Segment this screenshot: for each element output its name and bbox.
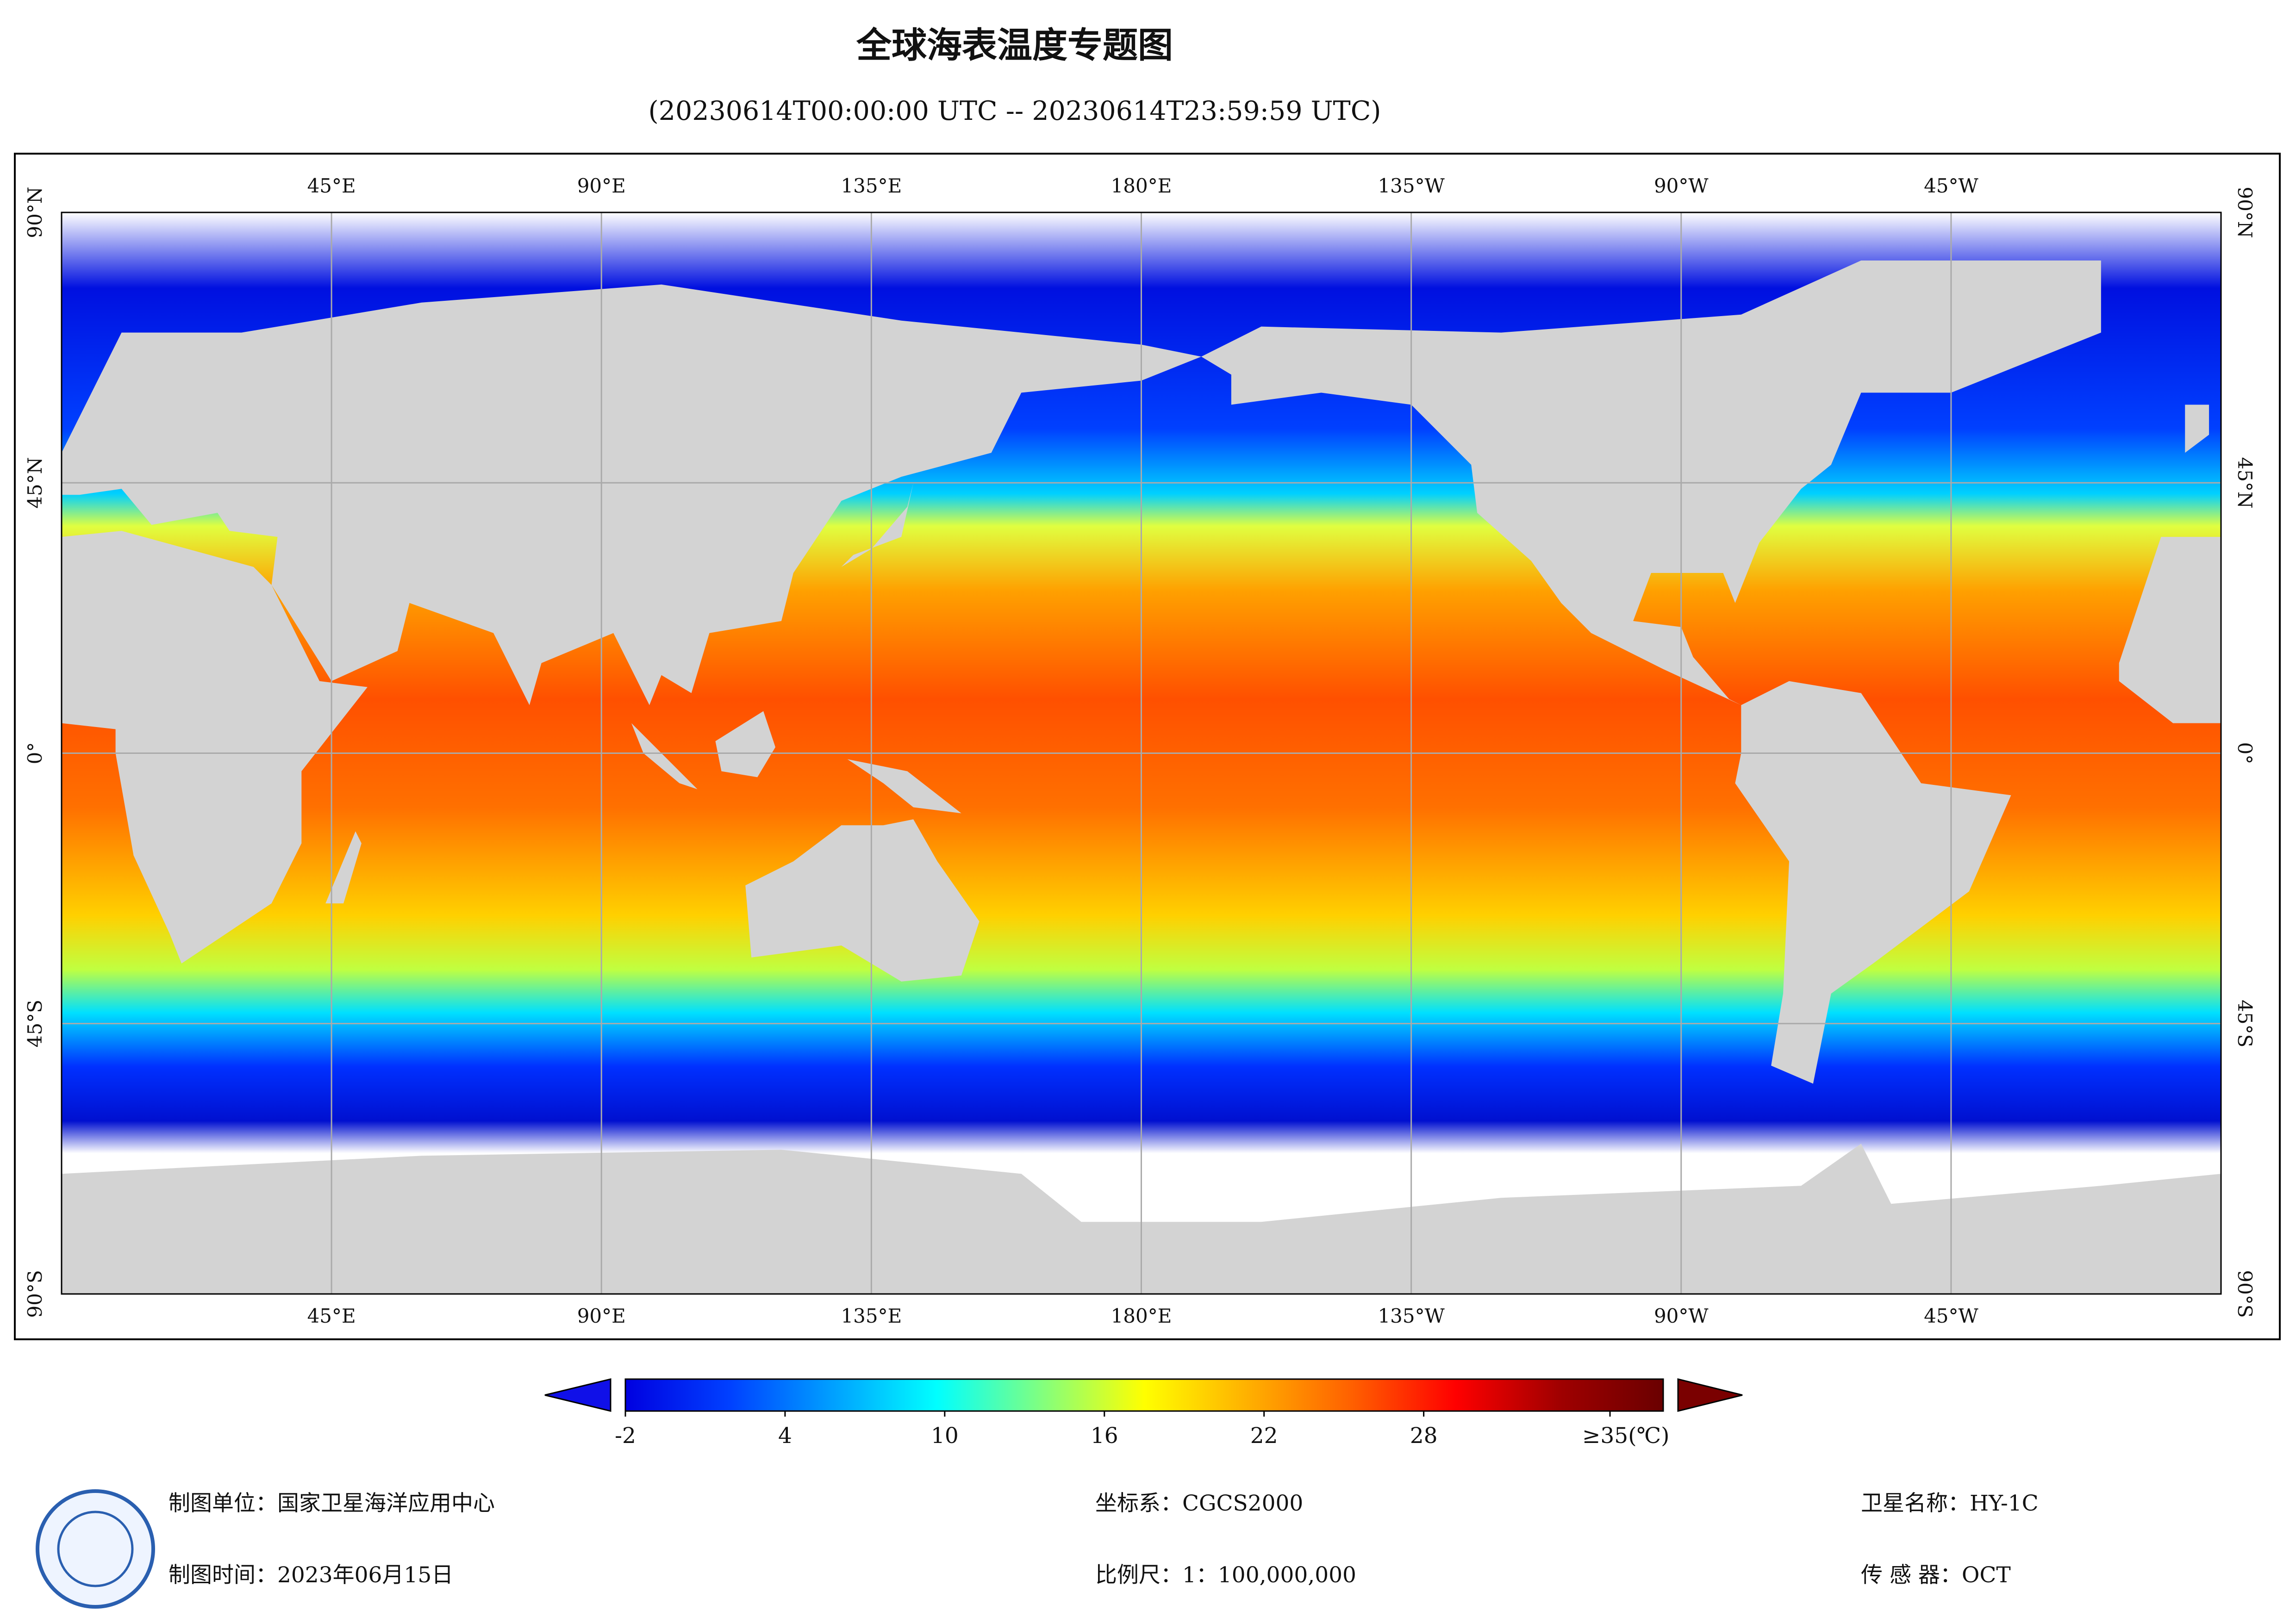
lon-label-bottom: 135°E [841,1305,902,1327]
colorbar-tick-label: 22 [1250,1423,1278,1449]
footer-crs: 坐标系：CGCS2000 [1095,1491,1303,1516]
colorbar-tick-label: -2 [615,1423,636,1449]
landmass [2119,537,2221,723]
colorbar-tick-label: 16 [1091,1423,1118,1449]
lon-label-bottom: 90°W [1654,1305,1709,1327]
landmass [715,711,776,777]
lon-label-top: 135°W [1378,174,1445,197]
subtitle: (20230614T00:00:00 UTC -- 20230614T23:59… [648,96,1381,126]
colorbar-tick-label: 10 [931,1423,959,1449]
title: 全球海表温度专题图 [856,25,1173,66]
colorbar [624,1378,1664,1412]
landmass [631,723,698,790]
landmass [325,831,362,904]
landmass [2185,404,2209,453]
landmass [745,819,980,982]
lat-label-left: 45°N [24,457,46,509]
lon-label-top: 90°E [577,174,626,197]
lat-label-right: 90°S [2234,1270,2256,1318]
lat-label-right: 0° [2234,742,2256,765]
lon-label-bottom: 45°W [1924,1305,1978,1327]
logo [36,1489,155,1609]
lon-label-top: 90°W [1654,174,1709,197]
colorbar-tick-label: 4 [778,1423,792,1449]
lon-label-bottom: 135°W [1378,1305,1445,1327]
landmass [62,531,368,964]
colorbar-over [1677,1378,1743,1412]
lat-label-left: 0° [24,742,46,765]
lon-label-top: 180°E [1111,174,1172,197]
lat-label-left: 90°S [24,1270,46,1318]
map-frame [14,153,2281,1340]
colorbar-tick-label: ≥35(℃) [1582,1423,1669,1449]
lat-label-right: 45°S [2234,1000,2256,1047]
lon-label-top: 45°W [1924,174,1978,197]
lat-label-left: 90°N [24,187,46,238]
footer-unit: 制图单位：国家卫星海洋应用中心 [168,1491,495,1516]
logo-inner [57,1511,134,1587]
lat-label-left: 45°S [24,1000,46,1047]
footer-satellite: 卫星名称：HY-1C [1861,1491,2039,1516]
footer-scale: 比例尺：1：100,000,000 [1095,1562,1356,1588]
footer-date: 制图时间：2023年06月15日 [168,1562,453,1588]
lat-label-right: 45°N [2234,457,2256,509]
colorbar-under [544,1378,611,1412]
lon-label-top: 135°E [841,174,902,197]
colorbar-tick-label: 28 [1410,1423,1438,1449]
lon-label-bottom: 45°E [307,1305,356,1327]
landmass [1735,681,2011,1084]
landmass [847,759,961,814]
landmass [62,284,1202,705]
lon-label-top: 45°E [307,174,356,197]
footer-sensor: 传 感 器：OCT [1861,1562,2011,1588]
landmass [841,483,914,567]
lon-label-bottom: 90°E [577,1305,626,1327]
map-border [61,211,2222,1295]
lon-label-bottom: 180°E [1111,1305,1172,1327]
lat-label-right: 90°N [2234,187,2256,238]
